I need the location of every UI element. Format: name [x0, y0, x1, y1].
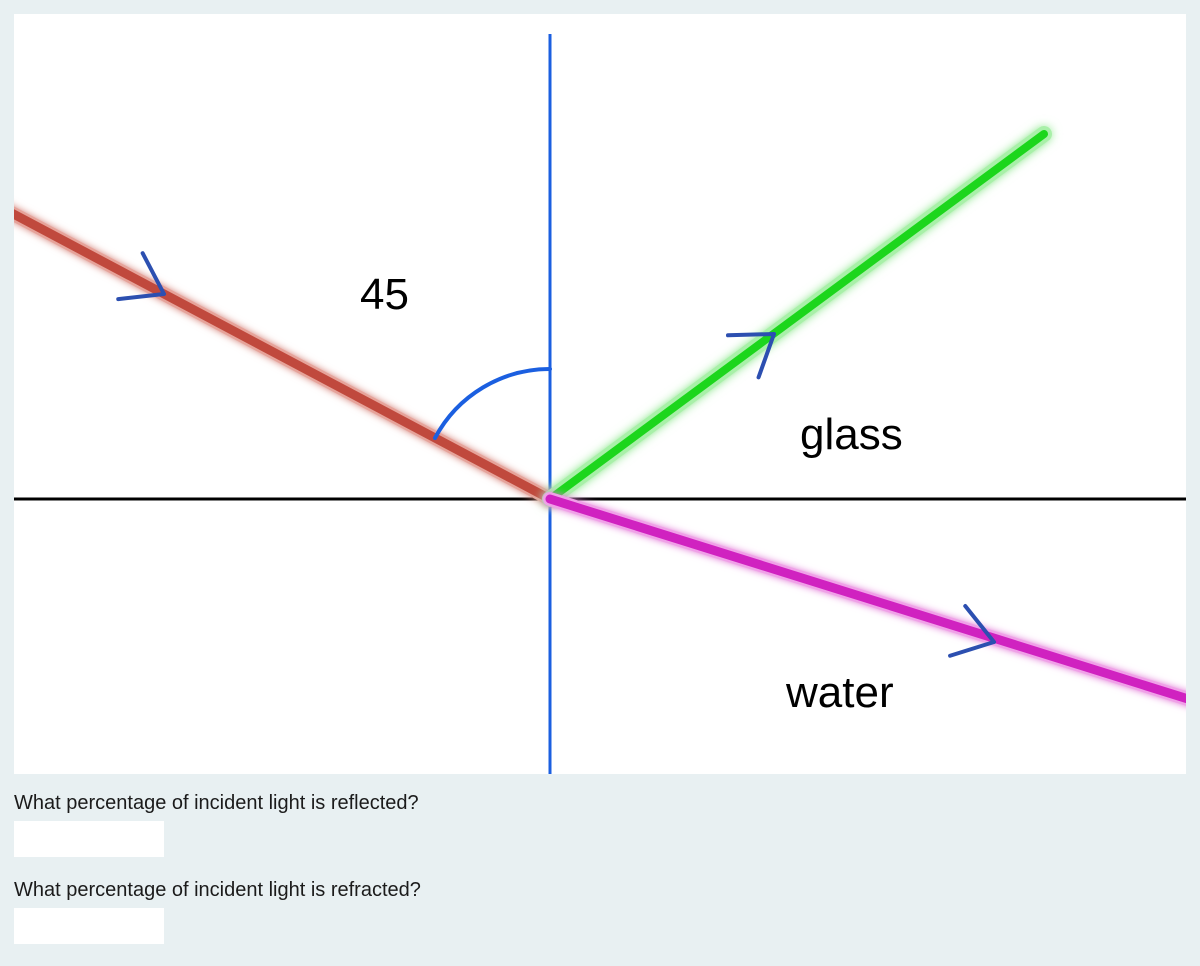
angle-label: 45 — [360, 270, 409, 320]
diagram-svg — [14, 14, 1186, 774]
upper-medium-label: glass — [800, 410, 903, 460]
refracted-percent-input[interactable] — [14, 908, 164, 944]
question-reflected-label: What percentage of incident light is ref… — [14, 792, 914, 815]
question-refracted-label: What percentage of incident light is ref… — [14, 879, 914, 902]
incident-ray — [14, 209, 550, 499]
refraction-diagram: 45 glass water — [14, 14, 1186, 774]
question-area: What percentage of incident light is ref… — [14, 792, 914, 966]
lower-medium-label: water — [786, 668, 894, 718]
angle-arc — [435, 369, 550, 438]
reflected-ray — [550, 134, 1044, 499]
reflected-percent-input[interactable] — [14, 821, 164, 857]
